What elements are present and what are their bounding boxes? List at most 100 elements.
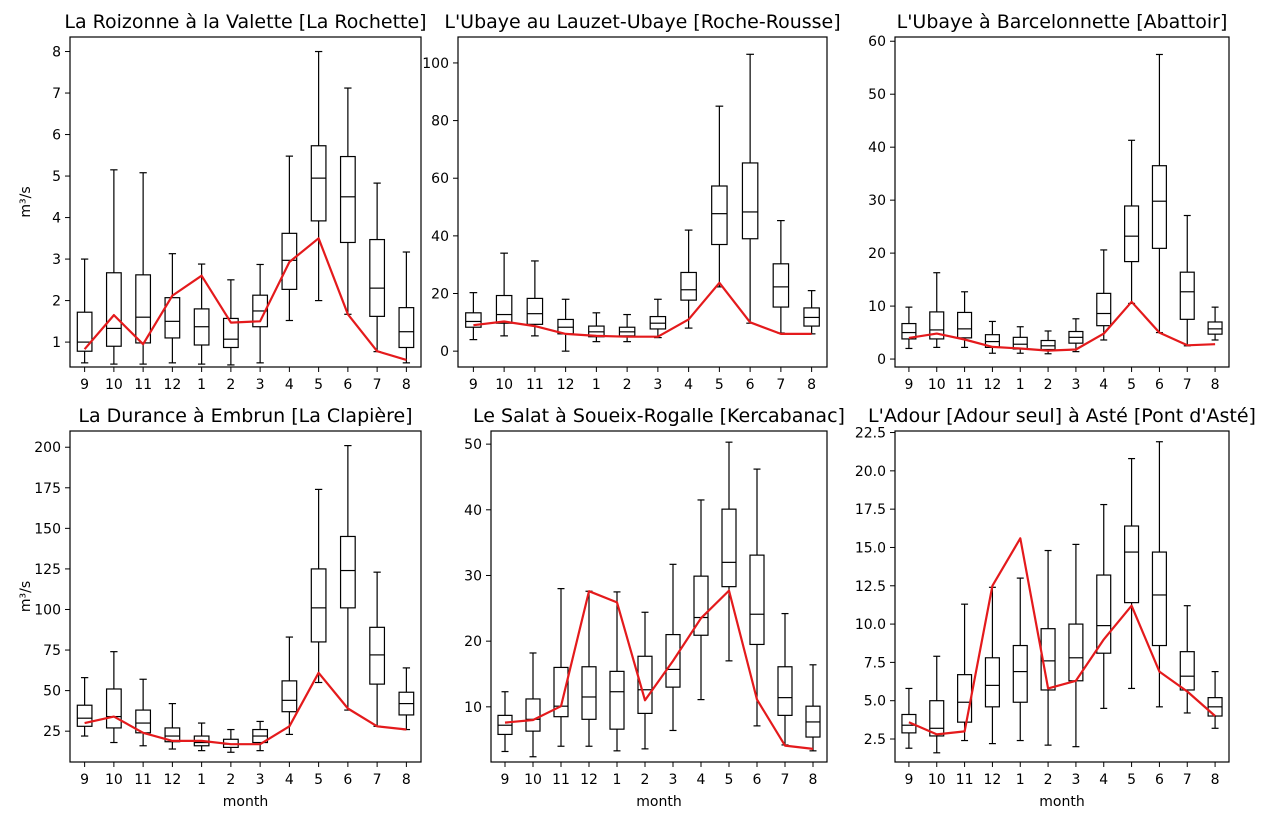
box-iqr: [525, 698, 541, 732]
x-tick-label: 12: [163, 772, 181, 788]
series-line: [908, 300, 1216, 352]
x-tick-label: 5: [715, 377, 724, 393]
x-tick-label: 7: [373, 377, 382, 393]
x-tick-label: 4: [1099, 377, 1108, 393]
box-iqr: [680, 271, 697, 301]
y-tick-label: 17.5: [855, 502, 886, 518]
x-tick-label: 10: [105, 377, 123, 393]
x-tick-label: 4: [684, 377, 693, 393]
x-tick-label: 2: [623, 377, 632, 393]
box-iqr: [1124, 205, 1140, 263]
box-5: [1124, 139, 1140, 305]
x-tick-label: 2: [226, 772, 235, 788]
box-iqr: [772, 263, 790, 308]
x-tick-label: 11: [956, 377, 974, 393]
x-tick-label: 7: [776, 377, 785, 393]
box-iqr: [929, 700, 945, 737]
chart-title: L'Ubaye à Barcelonnette [Abattoir]: [897, 11, 1228, 33]
box-6: [339, 87, 356, 315]
x-tick-label: 7: [781, 772, 790, 788]
box-11: [957, 603, 973, 742]
box-5: [310, 50, 327, 302]
box-iqr: [310, 145, 327, 222]
y-tick-label: 12.5: [855, 579, 886, 595]
box-8: [1207, 670, 1223, 729]
plot-frame: [69, 430, 422, 763]
box-iqr: [339, 535, 356, 609]
box-iqr: [1040, 628, 1056, 691]
y-tick-label: 4: [52, 211, 61, 227]
plot-frame: [490, 430, 828, 763]
x-tick-label: 2: [641, 772, 650, 788]
box-7: [369, 571, 386, 727]
box-iqr: [398, 307, 415, 349]
box-iqr: [1207, 321, 1223, 335]
x-tick-label: 2: [1044, 772, 1053, 788]
x-tick-label: 12: [557, 377, 575, 393]
y-tick-label: 5: [52, 169, 61, 185]
box-iqr: [310, 568, 327, 643]
x-tick-label: 1: [197, 377, 206, 393]
x-tick-label: 12: [163, 377, 181, 393]
y-tick-label: 200: [34, 440, 61, 456]
x-tick-label: 3: [256, 377, 265, 393]
box-8: [398, 667, 415, 731]
box-4: [1096, 249, 1112, 341]
box-10: [105, 651, 122, 744]
chart-title: Le Salat à Soueix-Rogalle [Kercabanac]: [473, 405, 845, 427]
box-iqr: [281, 680, 298, 713]
box-8: [805, 664, 821, 752]
x-tick-label: 8: [1211, 377, 1220, 393]
box-10: [105, 169, 122, 365]
plot-frame: [894, 36, 1230, 368]
x-tick-label: 5: [1127, 772, 1136, 788]
box-iqr: [369, 238, 386, 317]
y-tick-label: 8: [52, 45, 61, 61]
x-tick-label: 7: [1183, 377, 1192, 393]
x-tick-label: 3: [669, 772, 678, 788]
box-iqr: [777, 666, 793, 716]
box-12: [164, 702, 181, 750]
box-iqr: [721, 508, 737, 588]
series-line: [473, 281, 812, 338]
x-tick-label: 9: [904, 772, 913, 788]
box-iqr: [929, 311, 945, 340]
chart-panel-6: L'Adour [Adour seul] à Asté [Pont d'Asté…: [855, 405, 1256, 810]
y-tick-label: 20.0: [855, 464, 886, 480]
box-iqr: [1124, 525, 1140, 604]
chart-panel-2: L'Ubaye au Lauzet-Ubaye [Roche-Rousse] 0 2…: [422, 11, 840, 393]
x-tick-label: 11: [552, 772, 570, 788]
x-tick-label: 11: [956, 772, 974, 788]
box-iqr: [957, 674, 973, 723]
box-10: [929, 272, 945, 349]
x-tick-label: 10: [928, 772, 946, 788]
box-iqr: [957, 311, 973, 339]
plot-frame: [69, 36, 422, 368]
x-tick-label: 8: [807, 377, 816, 393]
x-tick-label: 8: [402, 772, 411, 788]
box-2: [618, 313, 636, 343]
x-tick-label: 6: [753, 772, 762, 788]
box-iqr: [1096, 574, 1112, 654]
box-iqr: [553, 666, 569, 718]
x-tick-label: 5: [314, 772, 323, 788]
x-tick-label: 4: [1099, 772, 1108, 788]
y-tick-label: 20: [431, 287, 449, 303]
x-tick-label: 11: [526, 377, 544, 393]
box-11: [957, 291, 973, 349]
box-6: [749, 468, 765, 727]
y-tick-label: 50: [43, 684, 61, 700]
x-tick-label: 6: [1155, 772, 1164, 788]
box-iqr: [693, 575, 709, 636]
box-iqr: [711, 185, 728, 246]
x-tick-label: 11: [134, 377, 152, 393]
x-axis-label: month: [636, 794, 681, 810]
box-5: [711, 105, 728, 288]
x-tick-label: 10: [495, 377, 513, 393]
box-9: [76, 677, 93, 737]
box-4: [680, 229, 697, 329]
box-1: [193, 722, 210, 752]
box-9: [901, 306, 917, 350]
y-tick-label: 1: [52, 335, 61, 351]
box-9: [497, 691, 513, 753]
